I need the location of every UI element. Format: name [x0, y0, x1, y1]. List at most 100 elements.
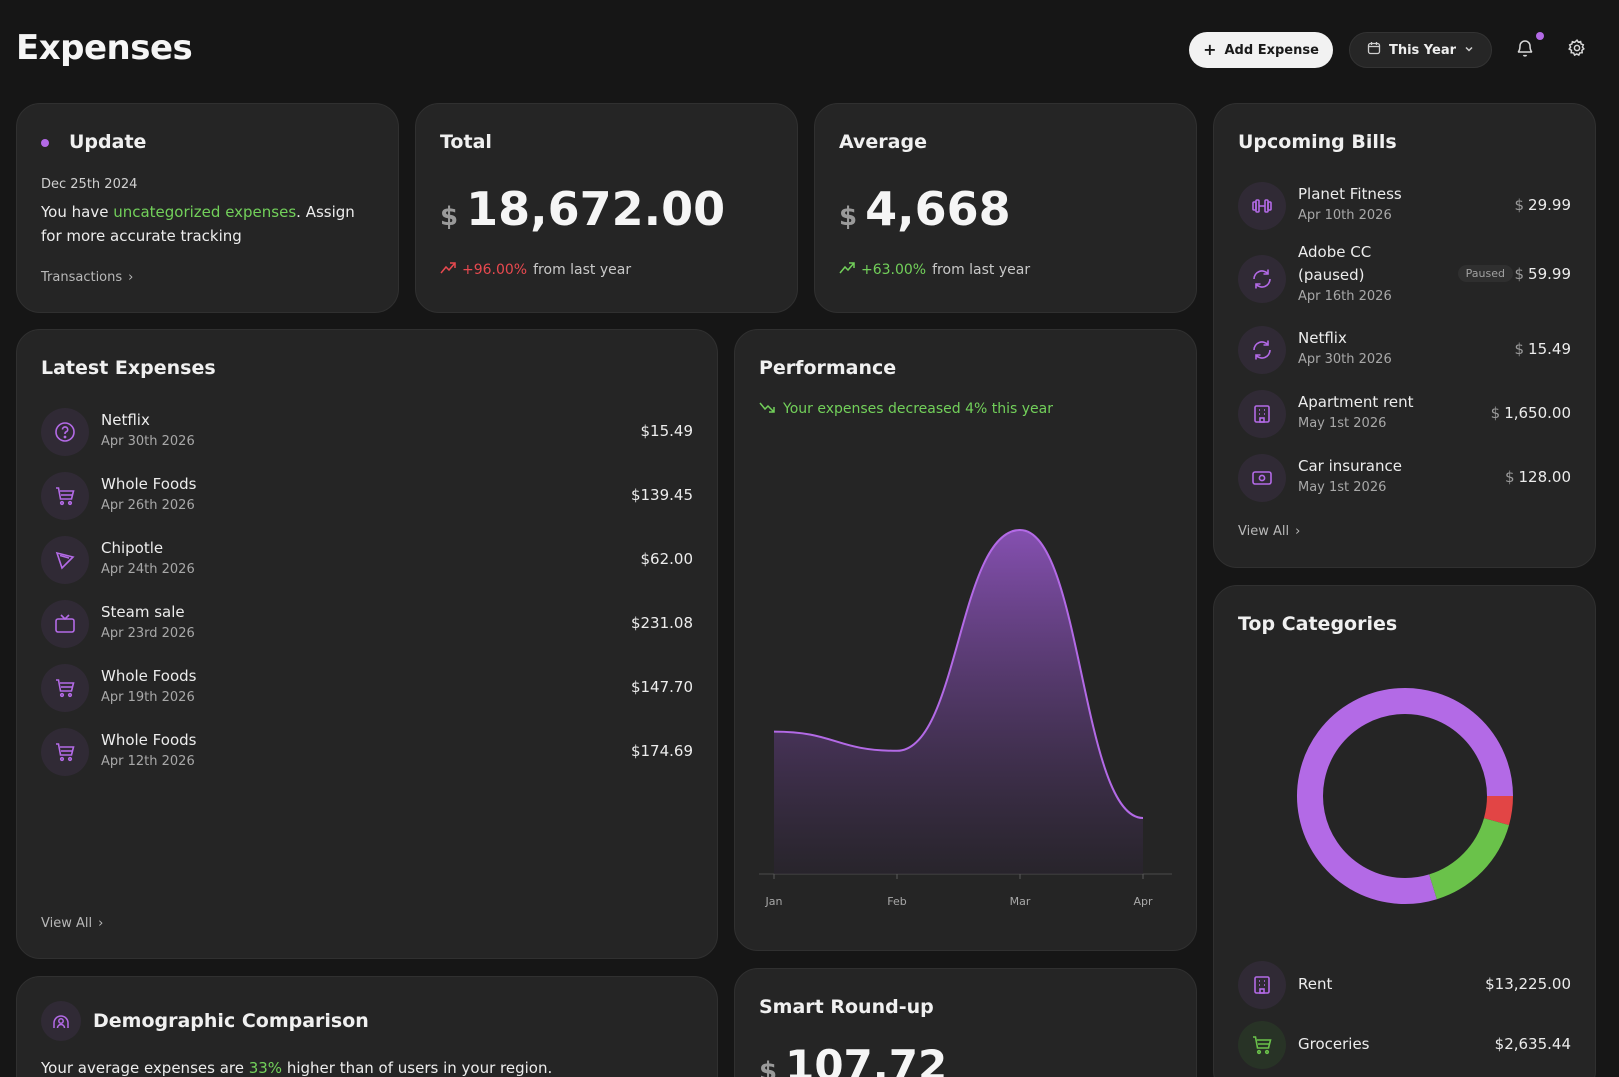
cart-icon	[41, 664, 89, 712]
help-circle-icon	[41, 408, 89, 456]
area-fill	[774, 530, 1143, 874]
bill-date: Apr 16th 2026	[1298, 289, 1392, 304]
bill-amount: $1,650.00	[1490, 404, 1571, 422]
upcoming-bills-card: Upcoming Bills Planet Fitness Apr 10th 2…	[1213, 103, 1596, 568]
categories-donut	[1297, 688, 1513, 904]
smart-roundup-title: Smart Round-up	[759, 996, 934, 1018]
pizza-icon	[41, 536, 89, 584]
period-label: This Year	[1388, 42, 1457, 58]
bell-icon	[1515, 38, 1535, 62]
expense-amount: $174.69	[630, 742, 693, 760]
cart-icon	[41, 472, 89, 520]
total-value: $ 18,672.00	[440, 182, 726, 236]
calendar-icon	[1367, 41, 1381, 59]
building-icon	[1238, 390, 1286, 438]
tv-icon	[41, 600, 89, 648]
category-amount: $13,225.00	[1485, 975, 1571, 993]
bill-name: Car insurance	[1298, 457, 1402, 475]
x-tick-label: Feb	[887, 895, 906, 908]
refresh-icon	[1238, 326, 1286, 374]
upcoming-view-all-link[interactable]: View All ›	[1238, 524, 1301, 539]
bill-date: Apr 10th 2026	[1298, 208, 1392, 223]
add-expense-button[interactable]: + Add Expense	[1189, 32, 1333, 68]
bill-row[interactable]: Adobe CC (paused) Apr 16th 2026 Paused $…	[1238, 243, 1571, 315]
donut-slice-rent	[1297, 688, 1513, 904]
chevron-down-icon	[1464, 43, 1474, 58]
expense-row[interactable]: Chipotle Apr 24th 2026 $62.00	[41, 535, 693, 585]
chevron-right-icon: ›	[1295, 524, 1301, 539]
demographic-title: Demographic Comparison	[93, 1010, 369, 1032]
x-tick-label: Apr	[1133, 895, 1153, 908]
bill-amount: $59.99	[1514, 265, 1572, 283]
performance-title: Performance	[759, 357, 897, 379]
expense-row[interactable]: Whole Foods Apr 19th 2026 $147.70	[41, 663, 693, 713]
update-message: You have uncategorized expenses. Assign …	[41, 203, 355, 245]
category-row[interactable]: Groceries $2,635.44	[1238, 1020, 1571, 1070]
notifications-button[interactable]	[1511, 36, 1539, 64]
latest-view-all-link[interactable]: View All ›	[41, 916, 104, 931]
top-categories-card: Top Categories Rent $13,225.00 Groceries…	[1213, 585, 1596, 1077]
update-date: Dec 25th 2024	[41, 177, 138, 192]
series-line	[773, 528, 1144, 819]
demographic-text: Your average expenses are 33% higher tha…	[41, 1059, 553, 1077]
expense-row[interactable]: Steam sale Apr 23rd 2026 $231.08	[41, 599, 693, 649]
donut-slice-groceries	[1428, 817, 1510, 900]
expense-row[interactable]: Netflix Apr 30th 2026 $15.49	[41, 407, 693, 457]
transactions-link[interactable]: Transactions ›	[41, 270, 134, 285]
bill-row[interactable]: Planet Fitness Apr 10th 2026 $29.99	[1238, 181, 1571, 231]
bill-amount: $15.49	[1514, 340, 1572, 358]
average-trend: +63.00% from last year	[839, 261, 1030, 279]
x-tick-label: Mar	[1010, 895, 1031, 908]
settings-button[interactable]	[1563, 36, 1591, 64]
expense-name: Whole Foods	[101, 475, 197, 493]
donut-slice-other	[1483, 795, 1513, 826]
category-amount: $2,635.44	[1494, 1035, 1571, 1053]
roundup-value: $ 107.72	[759, 1041, 948, 1077]
category-name: Rent	[1298, 975, 1333, 993]
bill-date: Apr 30th 2026	[1298, 352, 1392, 367]
period-select[interactable]: This Year	[1349, 32, 1492, 68]
refresh-icon	[1238, 255, 1286, 303]
average-value: $ 4,668	[839, 182, 1011, 236]
performance-chart: Jan Feb Mar Apr	[759, 528, 1172, 908]
dumbbell-icon	[1238, 182, 1286, 230]
bill-date: May 1st 2026	[1298, 480, 1387, 495]
expense-name: Whole Foods	[101, 731, 197, 749]
expense-amount: $62.00	[640, 550, 694, 568]
expense-amount: $139.45	[630, 486, 693, 504]
latest-expenses-title: Latest Expenses	[41, 357, 216, 379]
expense-row[interactable]: Whole Foods Apr 26th 2026 $139.45	[41, 471, 693, 521]
total-trend: +96.00% from last year	[440, 261, 631, 279]
trend-down-icon	[759, 400, 775, 418]
update-title: Update	[69, 131, 147, 153]
uncategorized-link[interactable]: uncategorized expenses	[113, 203, 297, 221]
category-row[interactable]: Rent $13,225.00	[1238, 960, 1571, 1010]
chevron-right-icon: ›	[98, 916, 104, 931]
expense-date: Apr 30th 2026	[101, 434, 195, 449]
expense-date: Apr 19th 2026	[101, 690, 195, 705]
bill-row[interactable]: Netflix Apr 30th 2026 $15.49	[1238, 325, 1571, 375]
update-dot	[41, 139, 49, 147]
bill-name: Apartment rent	[1298, 393, 1414, 411]
expense-name: Steam sale	[101, 603, 185, 621]
total-title: Total	[440, 131, 492, 153]
expense-date: Apr 12th 2026	[101, 754, 195, 769]
gear-icon	[1567, 38, 1587, 62]
bill-amount: $128.00	[1504, 468, 1571, 486]
average-title: Average	[839, 131, 927, 153]
page-title: Expenses	[16, 28, 193, 68]
bill-row[interactable]: Apartment rent May 1st 2026 $1,650.00	[1238, 389, 1571, 439]
bill-amount: $29.99	[1514, 196, 1572, 214]
expense-amount: $147.70	[630, 678, 693, 696]
notification-dot	[1536, 32, 1544, 40]
performance-note: Your expenses decreased 4% this year	[759, 400, 1053, 418]
plus-icon: +	[1203, 40, 1217, 59]
expense-row[interactable]: Whole Foods Apr 12th 2026 $174.69	[41, 727, 693, 777]
bill-row[interactable]: Car insurance May 1st 2026 $128.00	[1238, 453, 1571, 503]
x-tick-label: Jan	[765, 895, 783, 908]
cart-icon	[1238, 1021, 1286, 1069]
category-name: Groceries	[1298, 1035, 1370, 1053]
banknote-icon	[1238, 454, 1286, 502]
paused-badge: Paused	[1457, 265, 1513, 282]
average-card: Average $ 4,668 +63.00% from last year	[814, 103, 1197, 313]
